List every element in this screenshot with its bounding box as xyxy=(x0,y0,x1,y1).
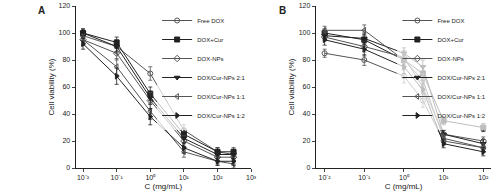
svg-text:DOX+Cur: DOX+Cur xyxy=(197,37,223,43)
svg-text:80: 80 xyxy=(303,56,311,63)
svg-text:DOX/Cur-NPs 2:1: DOX/Cur-NPs 2:1 xyxy=(437,75,485,81)
svg-text:10⁻¹: 10⁻¹ xyxy=(111,174,124,181)
svg-text:DOX+Cur: DOX+Cur xyxy=(437,37,463,43)
svg-text:Cell viability (%): Cell viability (%) xyxy=(287,58,296,115)
svg-text:120: 120 xyxy=(58,2,70,9)
svg-text:Cell viability (%): Cell viability (%) xyxy=(47,58,56,115)
svg-text:DOX/Cur-NPs 2:1: DOX/Cur-NPs 2:1 xyxy=(197,75,245,81)
svg-text:120: 120 xyxy=(299,2,311,9)
svg-text:B: B xyxy=(279,5,286,16)
svg-text:40: 40 xyxy=(62,110,70,117)
svg-text:10⁰: 10⁰ xyxy=(399,174,410,181)
svg-text:DOX-NPs: DOX-NPs xyxy=(197,56,223,62)
svg-text:0: 0 xyxy=(66,164,70,171)
svg-text:10⁻²: 10⁻² xyxy=(319,174,332,181)
svg-text:Free DOX: Free DOX xyxy=(437,18,464,24)
svg-text:80: 80 xyxy=(62,56,70,63)
svg-text:C (mg/mL): C (mg/mL) xyxy=(385,182,423,191)
svg-text:DOX/Cur-NPs 1:2: DOX/Cur-NPs 1:2 xyxy=(197,113,245,119)
svg-text:10¹: 10¹ xyxy=(439,174,450,181)
svg-text:10⁰: 10⁰ xyxy=(145,174,156,181)
svg-text:10²: 10² xyxy=(478,174,489,181)
svg-text:10³: 10³ xyxy=(246,174,257,181)
svg-text:20: 20 xyxy=(303,137,311,144)
svg-text:10⁻²: 10⁻² xyxy=(77,174,90,181)
svg-text:A: A xyxy=(38,5,45,16)
svg-text:100: 100 xyxy=(58,29,70,36)
svg-text:10⁻¹: 10⁻¹ xyxy=(358,174,371,181)
svg-text:DOX/Cur-NPs 1:1: DOX/Cur-NPs 1:1 xyxy=(197,94,245,100)
svg-text:DOX/Cur-NPs 1:2: DOX/Cur-NPs 1:2 xyxy=(437,113,485,119)
svg-text:60: 60 xyxy=(303,83,311,90)
svg-text:C (mg/mL): C (mg/mL) xyxy=(144,182,182,191)
svg-text:40: 40 xyxy=(303,110,311,117)
svg-text:100: 100 xyxy=(299,29,311,36)
svg-text:DOX-NPs: DOX-NPs xyxy=(437,56,463,62)
svg-text:10¹: 10¹ xyxy=(179,174,190,181)
svg-text:DOX/Cur-NPs 1:1: DOX/Cur-NPs 1:1 xyxy=(437,94,485,100)
svg-text:60: 60 xyxy=(62,83,70,90)
svg-text:10²: 10² xyxy=(212,174,223,181)
svg-text:0: 0 xyxy=(307,164,311,171)
svg-text:Free DOX: Free DOX xyxy=(197,18,224,24)
svg-text:20: 20 xyxy=(62,137,70,144)
